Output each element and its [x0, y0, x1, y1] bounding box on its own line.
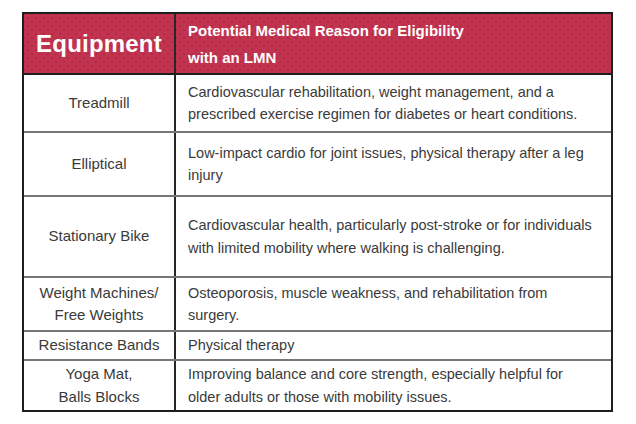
reason-cell: Low-impact cardio for joint issues, phys… — [176, 133, 611, 195]
equipment-cell: Weight Machines/ Free Weights — [24, 278, 176, 330]
equipment-cell: Stationary Bike — [24, 197, 176, 276]
equipment-label: Resistance Bands — [39, 334, 160, 357]
reason-cell: Osteoporosis, muscle weakness, and rehab… — [176, 278, 611, 330]
equipment-label: Weight Machines/ Free Weights — [40, 282, 159, 327]
equipment-cell: Yoga Mat, Balls Blocks — [24, 361, 176, 410]
table-row: Yoga Mat, Balls Blocks Improving balance… — [24, 361, 611, 410]
equipment-lmn-table: Equipment Potential Medical Reason for E… — [22, 12, 613, 412]
equipment-cell: Elliptical — [24, 133, 176, 195]
header-equipment-cell: Equipment — [24, 14, 176, 73]
table-row: Stationary Bike Cardiovascular health, p… — [24, 197, 611, 278]
equipment-label: Elliptical — [71, 153, 126, 176]
table-row: Elliptical Low-impact cardio for joint i… — [24, 133, 611, 197]
reason-text: Low-impact cardio for joint issues, phys… — [188, 142, 597, 187]
reason-text: Physical therapy — [188, 334, 294, 356]
reason-text: Cardiovascular rehabilitation, weight ma… — [188, 81, 597, 126]
equipment-cell: Treadmill — [24, 75, 176, 131]
equipment-cell: Resistance Bands — [24, 332, 176, 359]
equipment-label: Stationary Bike — [49, 225, 150, 248]
header-reason-cell: Potential Medical Reason for Eligibility… — [176, 14, 611, 73]
reason-text: Cardiovascular health, particularly post… — [188, 214, 597, 259]
page: Equipment Potential Medical Reason for E… — [0, 0, 636, 424]
reason-cell: Cardiovascular rehabilitation, weight ma… — [176, 75, 611, 131]
reason-cell: Physical therapy — [176, 332, 611, 359]
equipment-label: Yoga Mat, Balls Blocks — [59, 363, 140, 408]
reason-text: Improving balance and core strength, esp… — [188, 363, 597, 408]
header-equipment-label: Equipment — [36, 30, 162, 58]
table-row: Treadmill Cardiovascular rehabilitation,… — [24, 75, 611, 133]
table-header-row: Equipment Potential Medical Reason for E… — [24, 14, 611, 75]
reason-text: Osteoporosis, muscle weakness, and rehab… — [188, 282, 597, 327]
table-row: Weight Machines/ Free Weights Osteoporos… — [24, 278, 611, 332]
table-row: Resistance Bands Physical therapy — [24, 332, 611, 361]
reason-cell: Improving balance and core strength, esp… — [176, 361, 611, 410]
reason-cell: Cardiovascular health, particularly post… — [176, 197, 611, 276]
equipment-label: Treadmill — [68, 92, 129, 115]
header-reason-label: Potential Medical Reason for Eligibility… — [188, 17, 464, 71]
